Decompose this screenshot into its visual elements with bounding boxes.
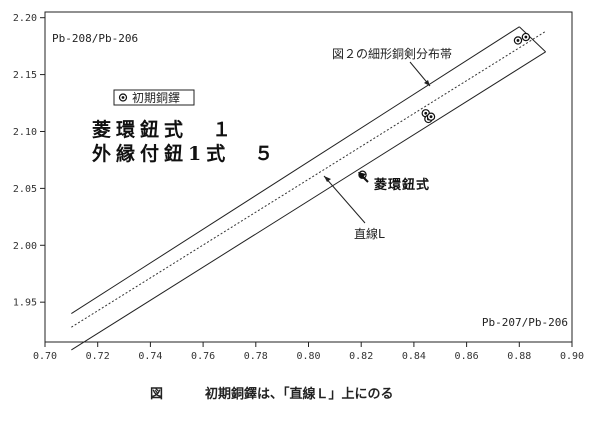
- plot-frame: [44, 11, 573, 343]
- x-axis-title: Pb-207/Pb-206: [482, 316, 568, 329]
- line-l: [71, 30, 546, 328]
- figure-caption: 初期銅鐸は、「直線Ｌ」上にのる: [205, 386, 394, 402]
- line-l-arrow: [323, 175, 366, 224]
- x-tick-label: 0.76: [191, 351, 215, 362]
- y-tick-label: 2.05: [13, 184, 37, 195]
- x-tick-label: 0.72: [86, 351, 110, 362]
- data-point: [426, 112, 436, 121]
- data-point-dot: [424, 111, 428, 115]
- y-tick-label: 2.00: [13, 241, 37, 252]
- data-point-dot: [524, 35, 528, 39]
- handwritten-line-1: 菱環鈕式 １: [92, 118, 236, 141]
- x-tick-label: 0.86: [455, 351, 479, 362]
- legend-box: [113, 89, 195, 106]
- data-point-dot: [429, 115, 433, 119]
- x-tick-label: 0.84: [402, 351, 426, 362]
- y-tick-label: 1.95: [13, 298, 37, 309]
- x-tick-label: 0.74: [138, 351, 162, 362]
- data-point: [521, 32, 531, 42]
- band-end-cap: [518, 26, 546, 53]
- point-annotation: 菱環鈕式: [374, 177, 430, 193]
- handwritten-line-2: 外縁付鈕1式 ５: [92, 142, 278, 165]
- data-points: [358, 32, 531, 179]
- x-tick-label: 0.80: [296, 351, 320, 362]
- y-tick-label: 2.10: [13, 127, 37, 138]
- y-tick-label: 2.15: [13, 70, 37, 81]
- y-axis-title: Pb-208/Pb-206: [52, 32, 138, 45]
- x-tick-label: 0.70: [33, 351, 57, 362]
- x-tick-label: 0.88: [507, 351, 531, 362]
- band-label: 図２の細形銅剣分布帯: [332, 47, 452, 61]
- x-tick-label: 0.82: [349, 351, 373, 362]
- x-tick-label: 0.90: [560, 351, 584, 362]
- y-tick-label: 2.20: [13, 13, 37, 24]
- x-tick-label: 0.78: [244, 351, 268, 362]
- legend-label: 初期銅鐸: [132, 90, 180, 105]
- data-point: [513, 36, 523, 45]
- line-l-label: 直線L: [354, 226, 385, 241]
- axis-ticks: 0.70 0.72 0.74 0.76 0.78 0.80 0.82 0.84 0.86 0.88…: [13, 13, 584, 362]
- data-point-dot: [516, 39, 520, 42]
- band-lower-edge: [71, 51, 546, 351]
- band-upper-edge: [71, 26, 520, 314]
- distribution-band: [71, 26, 546, 351]
- figure-label: 図: [150, 387, 163, 402]
